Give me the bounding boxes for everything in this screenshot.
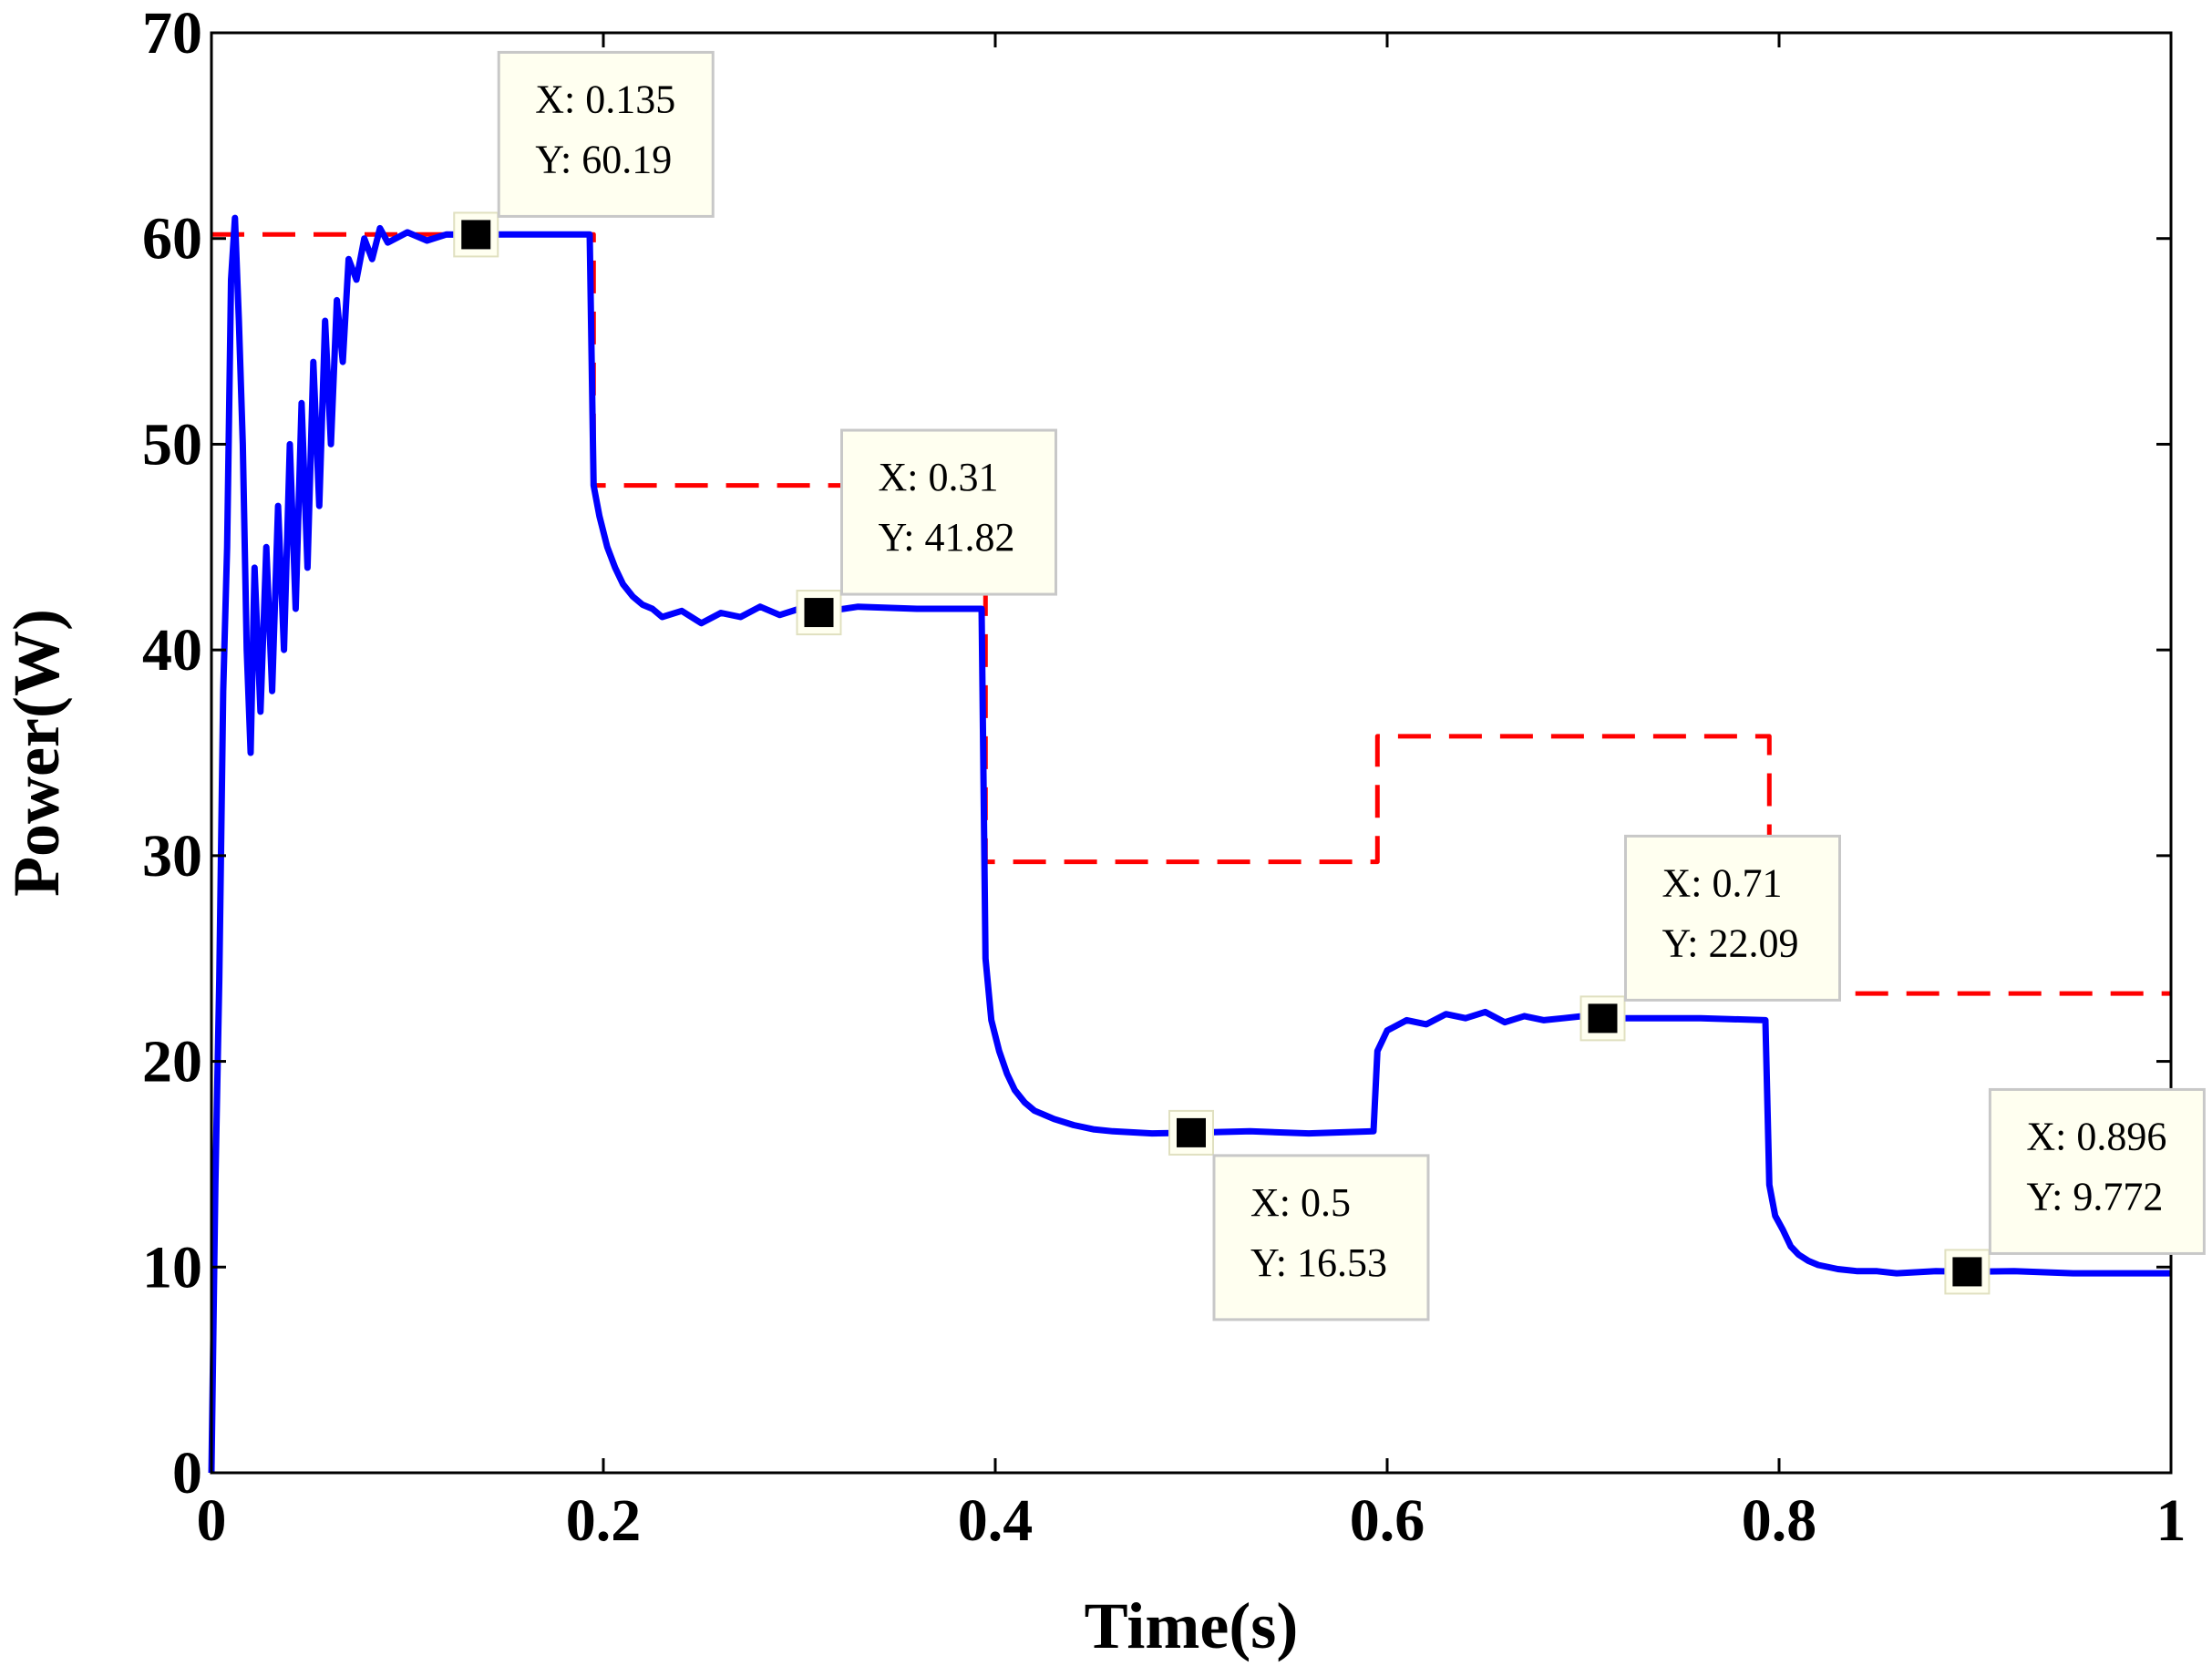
y-tick-label: 40 (142, 617, 202, 684)
x-axis-label: Time(s) (1085, 1589, 1299, 1662)
x-tick-label: 1 (2156, 1487, 2186, 1554)
data-tip-y-label: Y: 16.53 (1250, 1240, 1387, 1285)
data-tip-y-label: Y: 60.19 (535, 137, 672, 181)
data-tip-x-label: X: 0.71 (1662, 860, 1783, 905)
data-tip-marker (1588, 1003, 1618, 1034)
data-tip: X: 0.135 Y: 60.19 (453, 50, 715, 258)
x-tick-label: 0 (197, 1487, 227, 1554)
y-tick-label: 0 (172, 1440, 202, 1507)
x-tick-label: 0.6 (1350, 1487, 1425, 1554)
series-line-max-power (211, 231, 2171, 996)
data-tip: X: 0.896 Y: 9.772 (1944, 1087, 2206, 1295)
data-tip-box (1212, 1154, 1430, 1321)
plot-area (211, 33, 2171, 1473)
y-axis-label: Power(W) (0, 609, 73, 897)
data-tip-marker (1952, 1257, 1982, 1287)
x-tick-label: 0.2 (566, 1487, 642, 1554)
data-tip-box (840, 428, 1057, 596)
data-tip-marker (1177, 1117, 1206, 1147)
data-tip-x-label: X: 0.31 (879, 455, 999, 499)
series-layer (208, 214, 2171, 1474)
data-tip-y-label: Y: 9.772 (2026, 1174, 2163, 1219)
data-tip-box (1624, 834, 1841, 1002)
data-tip-x-label: X: 0.896 (2026, 1114, 2166, 1158)
y-tick-label: 60 (142, 206, 202, 273)
y-tick-label: 30 (142, 823, 202, 890)
data-tip-y-label: Y: 41.82 (879, 515, 1015, 560)
data-tip-box (497, 50, 715, 218)
data-tip: X: 0.31 Y: 41.82 (796, 428, 1057, 636)
x-tick-label: 0.4 (958, 1487, 1034, 1554)
data-tip-marker (804, 598, 834, 628)
data-tip-x-label: X: 0.135 (535, 77, 675, 121)
data-tip-y-label: Y: 22.09 (1662, 920, 1799, 965)
series-line-extracted-power (208, 214, 2171, 1474)
y-tick-label: 50 (142, 411, 202, 478)
x-tick-label: 0.8 (1742, 1487, 1817, 1554)
y-tick-label: 20 (142, 1029, 202, 1095)
data-tip: X: 0.5 Y: 16.53 (1168, 1109, 1430, 1321)
data-tip: X: 0.71 Y: 22.09 (1579, 834, 1841, 1042)
data-tip-marker (461, 220, 491, 250)
data-tip-box (1988, 1087, 2206, 1255)
y-tick-label: 10 (142, 1234, 202, 1301)
data-tip-x-label: X: 0.5 (1250, 1180, 1351, 1225)
plot-frame (210, 31, 2173, 1475)
y-tick-label: 70 (142, 0, 202, 67)
data-tips-layer: X: 0.135 Y: 60.19 X: 0.31 Y: 41.82 X: 0.5 Y: … (453, 50, 2206, 1321)
